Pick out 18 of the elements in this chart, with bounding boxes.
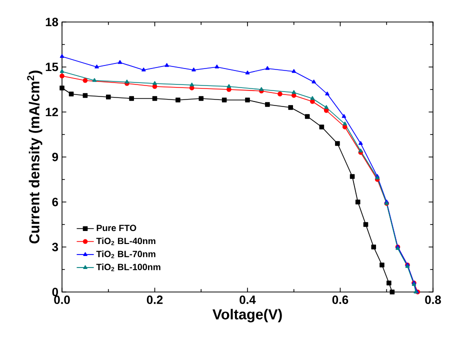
- y-tick-label: 6: [52, 198, 58, 206]
- x-tick-label: 0.4: [240, 296, 256, 304]
- y-tick-label: 15: [46, 62, 58, 72]
- legend-label: TiO$_{2}$ BL-70nm: [96, 250, 156, 258]
- x-tick-label: 0.6: [332, 296, 348, 304]
- legend-label: Pure FTO: [96, 224, 136, 232]
- y-tick-label: 0: [52, 288, 58, 296]
- y-tick-label: 9: [52, 152, 58, 162]
- x-tick-label: 0.0: [54, 296, 70, 304]
- x-tick-label: 0.2: [146, 296, 163, 304]
- legend-label: TiO$_{2}$ BL-100nm: [96, 264, 160, 272]
- x-tick-label: 0.8: [425, 296, 441, 304]
- y-tick-label: 12: [46, 108, 58, 116]
- x-axis-title: Voltage(V): [212, 308, 282, 322]
- y-tick-label: 18: [46, 18, 58, 26]
- legend-label: TiO$_{2}$ BL-40nm: [96, 238, 156, 246]
- y-tick-label: 3: [52, 242, 58, 252]
- y-axis-title: Current density (mA/cm$^{2}$): [27, 70, 42, 244]
